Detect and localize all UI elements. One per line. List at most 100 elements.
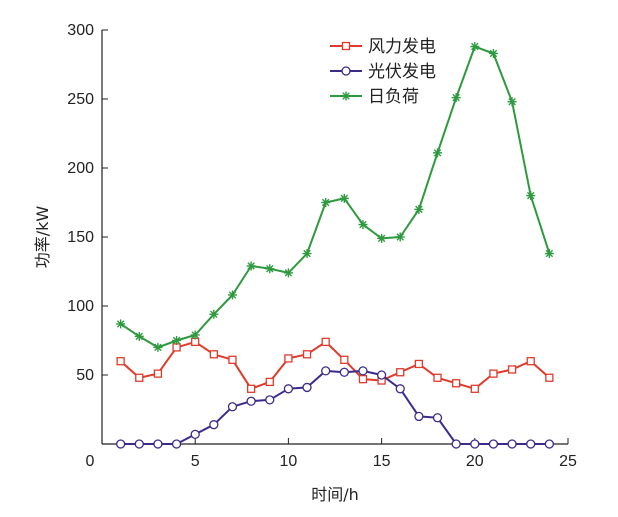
data-point bbox=[246, 396, 256, 406]
data-point bbox=[134, 331, 144, 341]
data-point bbox=[377, 233, 387, 243]
data-point bbox=[526, 357, 535, 366]
data-point bbox=[488, 48, 498, 58]
data-point bbox=[414, 204, 424, 214]
axes: 50 100 150 200 250 300 0 5 10 15 20 25 时间/h 功率/kW bbox=[33, 22, 577, 504]
data-point bbox=[470, 439, 480, 449]
data-point bbox=[153, 342, 163, 352]
series-layer bbox=[115, 42, 555, 449]
legend-label: 日负荷 bbox=[368, 87, 419, 107]
x-tick-label: 10 bbox=[280, 453, 298, 470]
data-point bbox=[526, 439, 536, 449]
legend-marker bbox=[341, 91, 351, 101]
y-axis-title: 功率/kW bbox=[33, 206, 52, 269]
data-point bbox=[507, 97, 517, 107]
data-point bbox=[246, 384, 256, 393]
data-point bbox=[358, 220, 368, 230]
data-point bbox=[209, 350, 218, 359]
data-point bbox=[171, 439, 182, 449]
data-point bbox=[321, 366, 331, 376]
data-point bbox=[190, 330, 200, 340]
data-point bbox=[135, 373, 144, 382]
data-point bbox=[265, 395, 275, 405]
data-point bbox=[283, 384, 294, 394]
data-point bbox=[115, 439, 126, 449]
data-point bbox=[284, 354, 293, 363]
data-point bbox=[432, 413, 443, 423]
data-point bbox=[470, 42, 480, 52]
series-2 bbox=[115, 366, 555, 449]
data-point bbox=[507, 439, 517, 449]
data-point bbox=[414, 359, 424, 369]
legend-marker bbox=[341, 66, 351, 76]
series-line bbox=[119, 340, 551, 390]
y-tick-label: 250 bbox=[67, 91, 94, 108]
series-1 bbox=[116, 337, 554, 393]
data-point bbox=[246, 261, 256, 271]
data-point bbox=[451, 93, 461, 103]
y-tick-label: 200 bbox=[67, 160, 94, 177]
data-point bbox=[545, 373, 554, 382]
x-tick-label: 0 bbox=[86, 453, 95, 470]
data-point bbox=[209, 420, 219, 430]
legend-marker bbox=[341, 41, 351, 51]
data-point bbox=[414, 411, 424, 422]
series-line bbox=[120, 369, 550, 445]
data-point bbox=[228, 355, 237, 364]
data-point bbox=[433, 373, 442, 382]
data-point bbox=[395, 384, 405, 394]
data-point bbox=[489, 369, 498, 378]
data-point bbox=[321, 337, 330, 347]
x-tick-label: 25 bbox=[559, 453, 577, 470]
data-point bbox=[339, 193, 349, 203]
data-point bbox=[134, 439, 144, 449]
data-point bbox=[544, 439, 555, 449]
data-point bbox=[507, 365, 517, 374]
data-point bbox=[227, 402, 238, 412]
data-point bbox=[395, 232, 405, 242]
y-tick-label: 50 bbox=[76, 367, 94, 384]
data-point bbox=[433, 148, 443, 158]
data-point bbox=[321, 198, 331, 207]
data-point bbox=[302, 249, 312, 259]
data-point bbox=[340, 355, 349, 364]
data-point bbox=[116, 357, 125, 366]
data-point bbox=[265, 264, 275, 274]
data-point bbox=[376, 370, 387, 380]
data-point bbox=[451, 439, 461, 449]
x-tick-label: 20 bbox=[466, 453, 484, 470]
legend-label: 光伏发电 bbox=[368, 62, 436, 82]
data-point bbox=[339, 367, 349, 377]
data-point bbox=[227, 290, 237, 300]
x-axis-title: 时间/h bbox=[311, 485, 359, 504]
legend-item: 日负荷 bbox=[330, 87, 419, 107]
data-point bbox=[544, 249, 554, 259]
data-point bbox=[302, 382, 312, 393]
y-tick-label: 100 bbox=[67, 298, 94, 315]
legend-item: 光伏发电 bbox=[330, 62, 436, 82]
y-tick-label: 150 bbox=[67, 229, 94, 246]
data-point bbox=[172, 336, 182, 345]
data-point bbox=[526, 191, 536, 201]
data-point bbox=[396, 368, 405, 377]
data-point bbox=[470, 384, 479, 393]
data-point bbox=[488, 439, 499, 449]
legend-item: 风力发电 bbox=[330, 37, 436, 57]
x-tick-label: 15 bbox=[373, 453, 391, 470]
data-point bbox=[452, 379, 461, 388]
data-point bbox=[209, 309, 219, 319]
x-tick-label: 5 bbox=[191, 453, 200, 470]
data-point bbox=[153, 439, 163, 449]
series-3 bbox=[116, 42, 554, 352]
series-line bbox=[120, 45, 551, 349]
data-point bbox=[265, 377, 274, 387]
data-point bbox=[190, 429, 200, 439]
data-point bbox=[358, 366, 368, 376]
legend-label: 风力发电 bbox=[368, 37, 436, 57]
data-point bbox=[358, 374, 368, 384]
data-point bbox=[153, 369, 163, 378]
data-point bbox=[302, 350, 312, 359]
y-tick-label: 300 bbox=[67, 22, 94, 39]
